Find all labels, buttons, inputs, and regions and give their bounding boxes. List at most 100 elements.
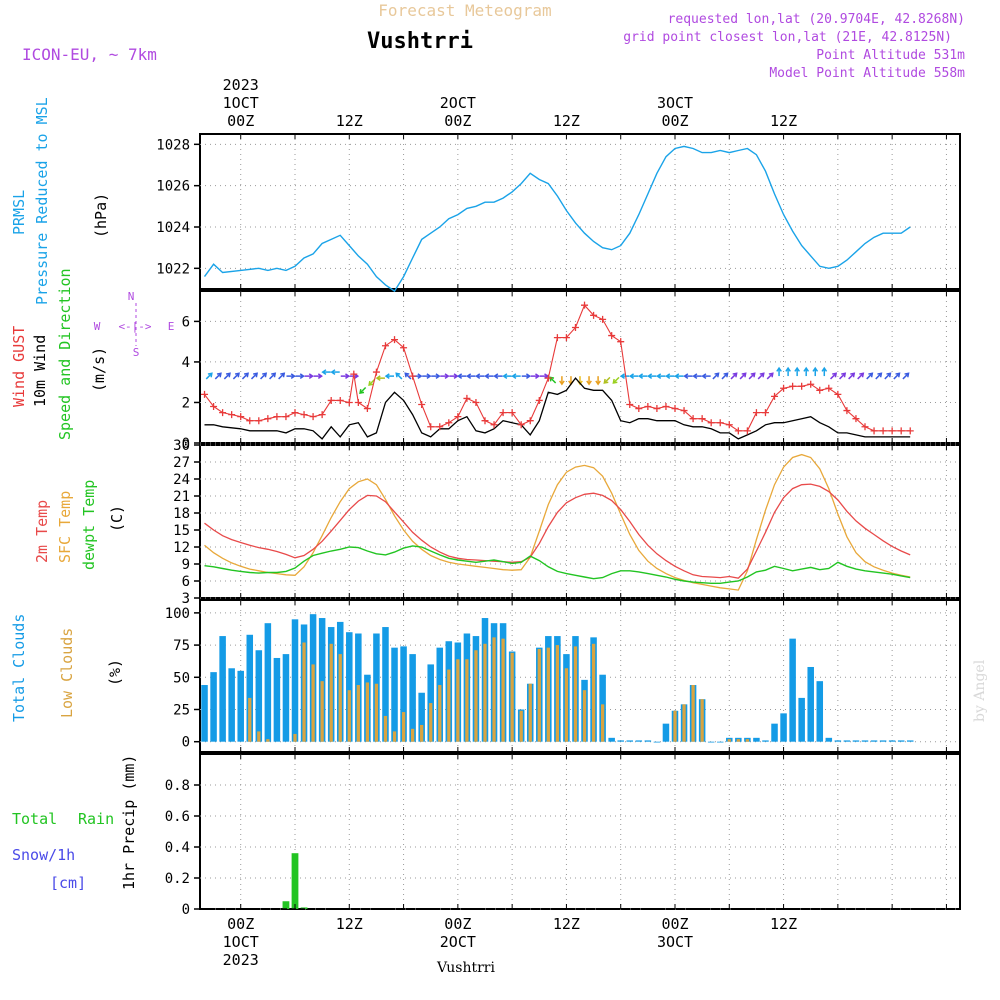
temp-ytick-label: 18 — [173, 506, 190, 522]
wind-gust-point — [535, 396, 543, 404]
total-cloud-bar — [762, 740, 769, 742]
wind-gust-point — [282, 413, 290, 421]
low-cloud-bar — [483, 643, 487, 742]
wind-10m-label: 10m Wind — [31, 335, 49, 407]
wind-gust-point — [490, 421, 498, 429]
wind-arrow-head — [466, 373, 472, 379]
wind-arrow-head — [262, 372, 268, 378]
pressure-label-prmsl: PRMSL — [10, 190, 28, 235]
total-cloud-bar — [201, 685, 208, 742]
wind-arrow-head — [619, 373, 625, 379]
wind-gust-point — [562, 334, 570, 342]
wind-gust-point — [689, 415, 697, 423]
low-cloud-bar — [383, 715, 388, 742]
low-cloud-bar — [727, 739, 731, 742]
wind-ytick-label: 4 — [182, 355, 190, 371]
low-cloud-bar — [474, 650, 478, 742]
wind-gust-point — [698, 415, 706, 423]
compass-arrow: <-|-> — [118, 320, 151, 333]
top-time-label: 00Z — [661, 112, 688, 130]
total-cloud-bar — [807, 666, 814, 742]
wind-10m-line — [204, 377, 911, 440]
total-cloud-bar — [888, 740, 896, 742]
precip-ytick-label: 0.8 — [165, 778, 190, 794]
precip-cm-label: [cm] — [50, 874, 86, 892]
precip-bar — [291, 853, 299, 909]
wind-arrow-head — [904, 372, 910, 378]
wind-arrow-head — [368, 380, 374, 386]
wind-gust-point — [508, 409, 516, 417]
bottom-time-label: 00Z — [444, 915, 471, 933]
wind-gust-point — [246, 417, 254, 425]
wind-arrow-head — [732, 372, 738, 378]
wind-arrow-head — [868, 372, 874, 378]
wind-gust-point — [852, 415, 860, 423]
chart-title: Forecast Meteogram — [378, 1, 551, 20]
wind-gust-point — [861, 423, 869, 431]
low-cloud-bar — [257, 731, 261, 742]
wind-gust-point — [481, 417, 489, 425]
wind-gust-point — [897, 427, 905, 435]
low-cloud-bar — [429, 703, 433, 742]
total-cloud-bar — [816, 681, 824, 742]
wind-arrow-head — [559, 380, 565, 386]
total-cloud-bar — [255, 650, 263, 742]
wind-gust-point — [716, 419, 724, 427]
wind-gust-point — [255, 417, 263, 425]
total-cloud-bar — [264, 623, 272, 742]
wind-gust-point — [210, 403, 218, 411]
wind-gust-point — [807, 380, 815, 388]
wind-gust-point — [372, 368, 380, 376]
wind-gust-point — [309, 413, 317, 421]
wind-gust-point — [553, 334, 561, 342]
wind-gust-point — [879, 427, 887, 435]
low-cloud-bar — [392, 731, 397, 742]
clouds-low-label: Low Clouds — [58, 628, 76, 718]
wind-gust-point — [653, 405, 661, 413]
temp-unit: (C) — [108, 505, 126, 532]
bottom-time-label: 3OCT — [657, 933, 693, 951]
wind-gust-point — [888, 427, 896, 435]
wind-panel-frame — [199, 290, 961, 444]
bottom-time-label: 00Z — [661, 915, 688, 933]
requested-coords: requested lon,lat (20.9704E, 42.8268N) — [668, 12, 965, 27]
wind-gust-point — [635, 405, 643, 413]
wind-arrow-head — [877, 372, 883, 378]
wind-arrow-head — [674, 373, 680, 379]
wind-gust-point — [725, 421, 733, 429]
wind-arrow-head — [216, 372, 222, 378]
wind-gust-point — [219, 409, 227, 417]
point-altitude: Point Altitude 531m — [816, 48, 965, 63]
wind-gust-point — [517, 421, 525, 429]
wind-direction-label: Speed and Direction — [56, 268, 74, 440]
model-altitude: Model Point Altitude 558m — [769, 66, 965, 81]
total-cloud-bar — [653, 741, 661, 743]
total-cloud-bar — [237, 670, 244, 742]
temp-ytick-label: 30 — [173, 438, 190, 454]
bottom-time-label: 12Z — [336, 915, 363, 933]
wind-arrow-head — [308, 373, 314, 379]
wind-arrow-head — [444, 373, 450, 379]
wind-arrow-head — [535, 373, 541, 379]
pressure-ytick-label: 1028 — [156, 137, 190, 153]
wind-gust-line — [204, 304, 911, 432]
wind-arrow-head — [502, 373, 508, 379]
wind-gust-point — [780, 384, 788, 392]
clouds-panel-frame — [199, 599, 961, 753]
total-cloud-bar — [861, 740, 869, 742]
wind-gust-point — [409, 372, 417, 380]
total-cloud-bar — [780, 713, 787, 742]
wind-gust-point — [590, 311, 598, 319]
wind-gust-point — [354, 398, 362, 406]
top-time-label: 3OCT — [657, 94, 693, 112]
wind-arrow-head — [359, 389, 365, 395]
wind-gust-point — [454, 413, 462, 421]
wind-arrow-head — [850, 372, 856, 378]
total-cloud-bar — [870, 740, 878, 742]
total-cloud-bar — [771, 723, 778, 742]
top-time-label: 00Z — [227, 112, 254, 130]
wind-arrow-head — [612, 378, 618, 384]
wind-gust-point — [291, 409, 299, 417]
total-cloud-bar — [716, 741, 724, 743]
wind-arrow-head — [207, 372, 213, 378]
